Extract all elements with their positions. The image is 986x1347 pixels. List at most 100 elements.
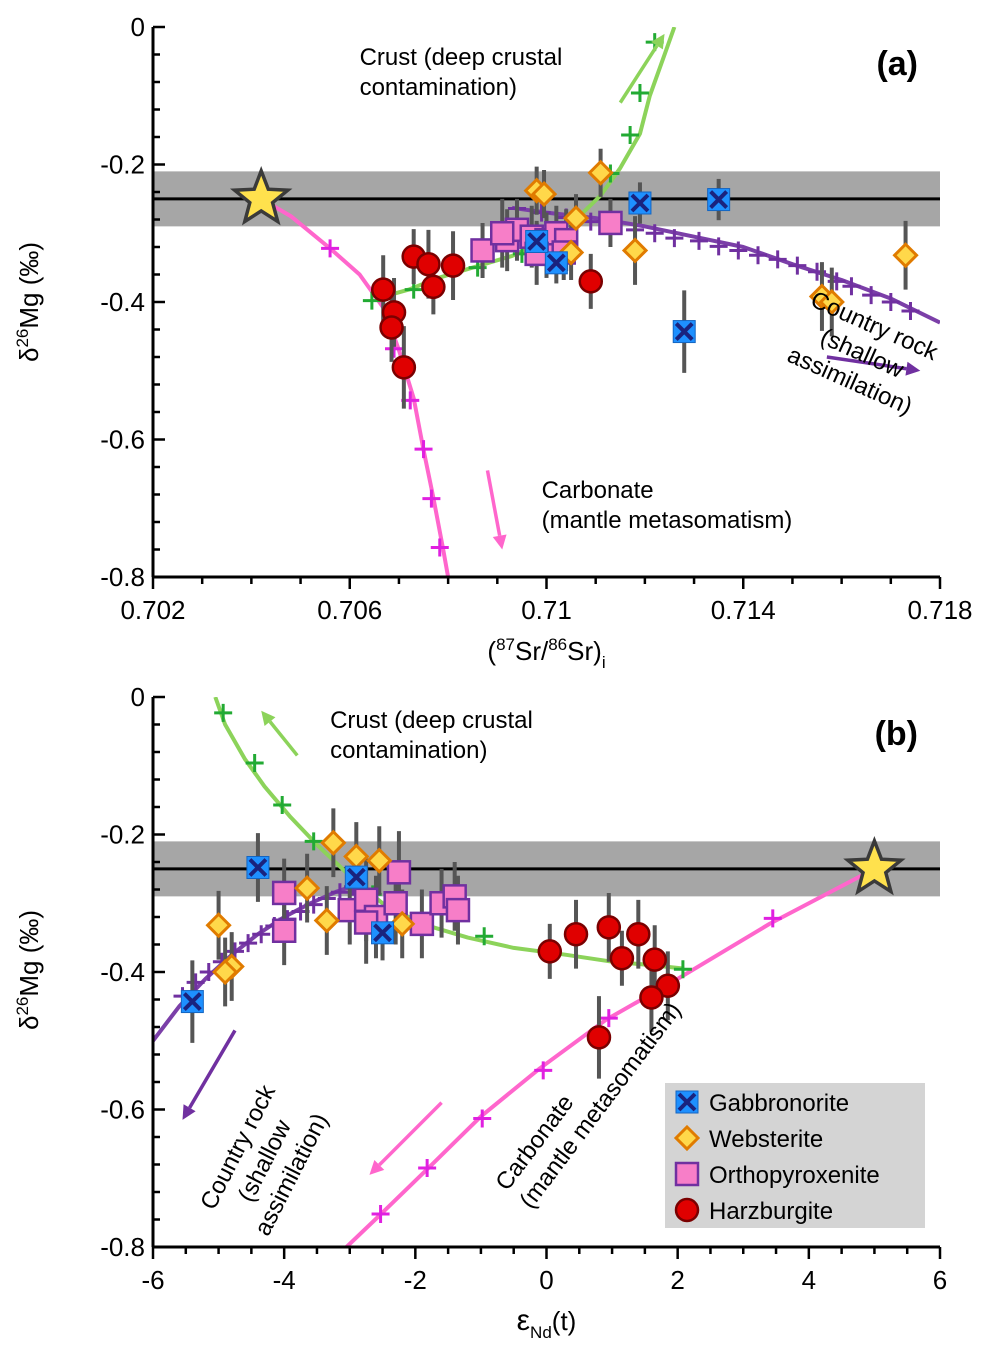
panel-b-point-harzburgite	[655, 973, 681, 998]
panel-b-point-orthopyroxenite	[445, 897, 471, 923]
panel-b-legend-label: Websterite	[709, 1126, 823, 1153]
panel-b-y-tick-label: -0.2	[100, 820, 145, 850]
panel-a-point-websterite	[818, 288, 845, 316]
panel-b-x-tick-label: -6	[141, 1265, 164, 1295]
panel-a-annotation-line: Crust (deep crustal	[360, 44, 563, 71]
panel-a-x-tick-label: 0.706	[317, 595, 382, 625]
panel-b-legend-label: Gabbronorite	[709, 1090, 849, 1117]
panel-a-crust-arrow-shaft	[618, 44, 659, 104]
panel-a-curve-tick-country-rock	[709, 237, 728, 256]
panel-a-curve-tick-country-rock	[862, 286, 881, 305]
panel-b-curve-tick-crust	[273, 795, 292, 814]
panel-a-curve-tick-carbonate	[321, 239, 340, 258]
panel-b-country-rock-arrow-shaft	[188, 1029, 237, 1109]
panel-a-y-tick-label: 0	[131, 12, 145, 42]
panel-b-curve-tick-country-rock	[252, 925, 271, 944]
panel-b-point-websterite	[212, 958, 239, 986]
panel-b-y-tick-label: -0.4	[100, 957, 145, 987]
panel-a-plot-area	[153, 27, 940, 577]
panel-b-legend-box	[665, 1083, 925, 1228]
panel-b-point-harzburgite	[639, 985, 664, 1010]
panel-a-chart: Crust (deep crustal contamination) Carbona…	[13, 12, 973, 672]
panel-a-curve-tick-crust	[621, 125, 640, 144]
panel-b-point-harzburgite	[609, 946, 635, 971]
panel-b-crust-arrow-shaft	[268, 720, 299, 757]
panel-b-legend-marker-orthopyroxenite	[674, 1161, 700, 1187]
panel-b-annotation-2: Carbonate(mantle metasomatism)	[490, 979, 686, 1214]
panel-b-curve-tick-carbonate	[473, 1109, 492, 1128]
panel-b-legend: Gabbronorite Websterite Orthopyroxenite Har…	[665, 1083, 925, 1228]
panel-a-x-axis-label: (87Sr/86Sr)i	[487, 635, 605, 672]
panel-a-curve-tick-country-rock	[788, 256, 807, 275]
panel-b-point-websterite	[293, 875, 321, 902]
panel-b-annotation-line: Crust (deep crustal	[330, 707, 533, 734]
panel-b-curve-tick-carbonate	[534, 1061, 553, 1080]
panel-a-point-harzburgite	[370, 277, 396, 302]
panel-b-curve-tick-carbonate	[599, 1009, 618, 1028]
panel-b-curve-crust	[213, 697, 685, 971]
panel-a-annotation-1: Carbonate (mantle metasomatism)	[542, 477, 793, 534]
panel-b-curve-tick-carbonate	[763, 909, 782, 928]
panel-b-point-websterite	[389, 910, 416, 937]
panel-a-annotation-2: Country rock(shallowassimilation)	[782, 286, 943, 421]
panel-a-panel-label: (a)	[876, 45, 918, 83]
panel-a-x-tick-label: 0.71	[521, 595, 572, 625]
panel-a-y-tick-label: -0.2	[100, 150, 145, 180]
panel-a-point-harzburgite	[416, 251, 441, 277]
panel-b-y-axis-label: δ26Mg (‰)	[13, 910, 44, 1030]
panel-a-point-gabbronorite-cross	[527, 232, 547, 251]
panel-b-point-harzburgite	[563, 921, 589, 947]
panel-a-curve-tick-country-rock	[689, 231, 708, 250]
panel-b-curve-tick-country-rock	[239, 934, 258, 953]
panel-a-x-tick-label: 0.702	[120, 595, 185, 625]
panel-a-point-gabbronorite-cross	[546, 253, 566, 273]
panel-a-country-rock-arrow-head	[905, 361, 921, 376]
panel-a-x-tick-label: 0.714	[711, 595, 776, 625]
panel-b-legend-label: Harzburgite	[709, 1198, 833, 1225]
panel-a-point-gabbronorite-cross	[630, 193, 650, 213]
panel-b-x-tick-label: 2	[670, 1265, 684, 1295]
panel-a-carbonate-arrow-head	[492, 534, 507, 550]
panel-a-carbonate-arrow-shaft	[485, 470, 502, 537]
panel-b-point-gabbronorite-cross	[248, 858, 268, 877]
panel-b-point-orthopyroxenite	[386, 860, 412, 885]
panel-a-point-harzburgite	[440, 253, 466, 278]
panel-a-curve-tick-crust	[630, 84, 649, 102]
panel-b-point-harzburgite	[642, 947, 667, 972]
panel-a-point-websterite	[587, 159, 614, 186]
panel-b-point-orthopyroxenite	[271, 880, 297, 906]
panel-b-curve-tick-country-rock	[186, 973, 205, 992]
panel-a-curve-tick-country-rock	[881, 293, 900, 311]
panel-b-y-tick-label: -0.6	[100, 1095, 145, 1125]
panel-b-carbonate-arrow-head	[369, 1159, 385, 1175]
panel-a-y-tick-label: -0.4	[100, 287, 145, 317]
panel-a-annotation-0: Crust (deep crustal contamination)	[360, 44, 563, 101]
panel-a-point-websterite	[530, 180, 558, 208]
panel-a-point-orthopyroxenite	[470, 238, 495, 263]
panel-b-x-tick-label: -2	[404, 1265, 427, 1295]
panel-b-curve-tick-crust	[673, 960, 692, 979]
panel-a-curve-tick-carbonate	[414, 440, 433, 459]
panel-a-annotation-line: (mantle metasomatism)	[542, 507, 793, 534]
panel-a-curve-tick-country-rock	[901, 301, 920, 320]
panel-b-annotation-1: Country rock(shallowassimilation)	[195, 1080, 335, 1242]
panel-a-point-gabbronorite-cross	[674, 322, 694, 341]
panel-b-plot-area	[153, 697, 940, 1247]
panel-a-point-harzburgite	[379, 315, 404, 340]
panel-b-curve-country-rock	[153, 880, 364, 1043]
panel-b-curve-tick-crust	[304, 832, 323, 851]
panel-a-annotation-line: Carbonate	[542, 477, 654, 504]
panel-a-curve-tick-carbonate	[422, 489, 441, 508]
panel-b-country-rock-arrow-head	[182, 1104, 196, 1120]
panel-a-curve-tick-country-rock	[768, 250, 787, 269]
panel-b-point-websterite	[313, 907, 340, 934]
panel-a-curve-tick-country-rock	[729, 241, 748, 260]
panel-b-curve-tick-crust	[475, 927, 494, 946]
panel-b-point-gabbronorite-cross	[182, 992, 202, 1011]
panel-b-curve-tick-crust	[245, 754, 264, 772]
panel-b-point-harzburgite	[626, 921, 651, 947]
panel-b-x-tick-label: 6	[933, 1265, 947, 1295]
panel-a-y-tick-label: -0.6	[100, 425, 145, 455]
panel-a-crust-arrow-head	[651, 33, 665, 50]
